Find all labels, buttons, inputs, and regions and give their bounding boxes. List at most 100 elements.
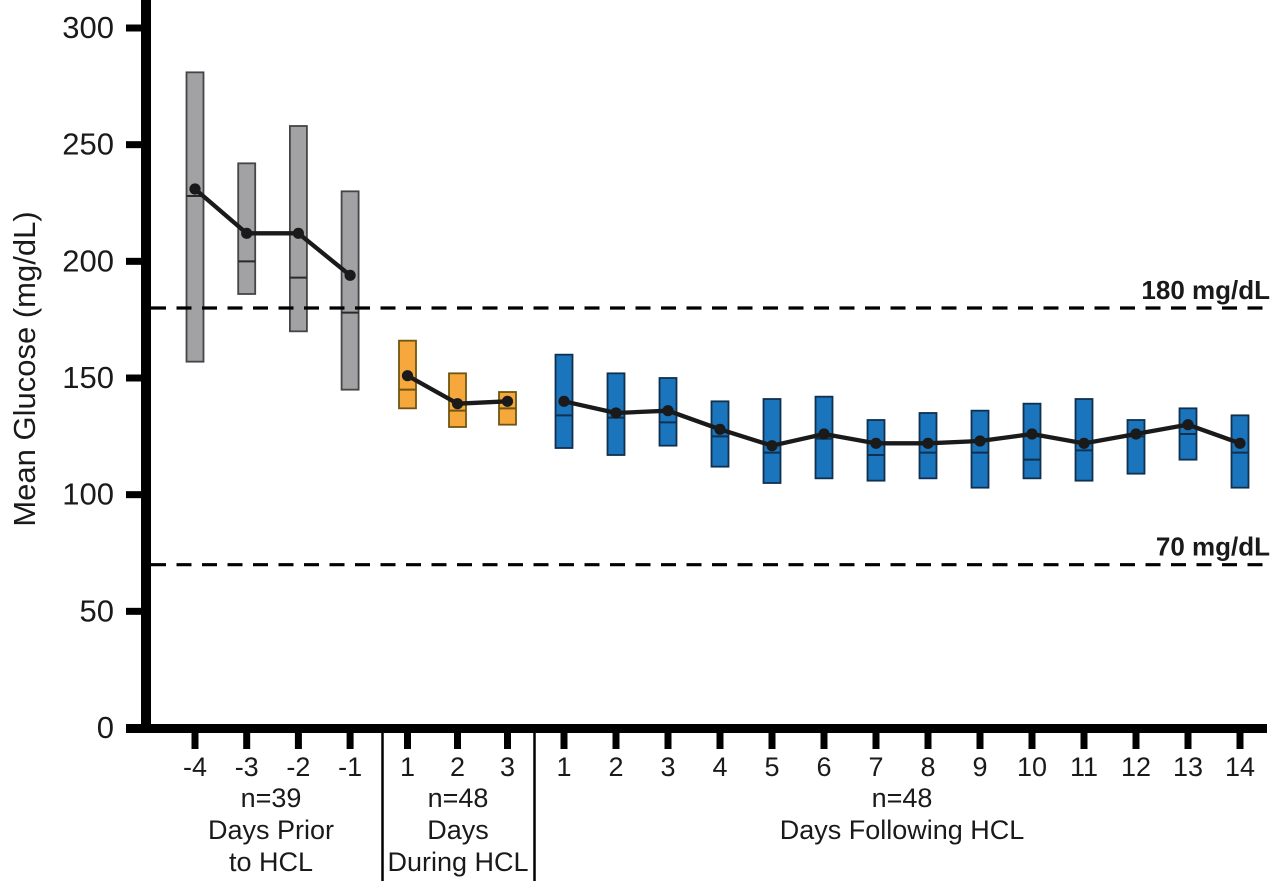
- x-tick-during-day-2: [454, 733, 461, 749]
- y-tick-label-0: 0: [97, 710, 114, 745]
- mean-dot-during-day-2: [451, 398, 464, 410]
- mean-dot-following-day-5: [766, 440, 778, 452]
- x-tick-during-day-3: [504, 733, 511, 749]
- reference-line-label-180: 180 mg/dL: [1141, 275, 1270, 305]
- day-label-following-1: 1: [556, 752, 571, 782]
- day-label-prior--1: -1: [338, 752, 362, 782]
- group-label-prior-line1: Days Prior: [208, 815, 334, 845]
- day-label-during-2: 2: [450, 752, 465, 782]
- y-tick-100: [126, 491, 142, 499]
- mean-dot-following-day-8: [922, 437, 934, 449]
- y-tick-0: [126, 724, 142, 732]
- day-label-following-14: 14: [1225, 752, 1255, 782]
- x-tick-prior-day--1: [346, 733, 354, 749]
- y-tick-50: [126, 607, 142, 615]
- mean-dot-following-day-2: [610, 407, 622, 419]
- group-label-prior-line2: to HCL: [229, 847, 313, 877]
- day-label-following-11: 11: [1070, 752, 1098, 782]
- day-label-prior--2: -2: [286, 752, 310, 782]
- day-label-following-4: 4: [712, 752, 727, 782]
- mean-dot-during-day-3: [501, 395, 514, 407]
- day-label-prior--4: -4: [183, 752, 207, 782]
- y-tick-150: [126, 374, 142, 382]
- group-label-during-line2: During HCL: [387, 847, 528, 877]
- y-tick-label-300: 300: [62, 10, 114, 45]
- day-label-following-8: 8: [920, 752, 935, 782]
- y-tick-label-150: 150: [62, 360, 114, 395]
- group-label-following-line1: Days Following HCL: [780, 815, 1025, 845]
- mean-dot-prior-day--4: [189, 183, 201, 195]
- x-tick-following-day-1: [560, 733, 568, 749]
- y-axis-spine: [141, 0, 151, 733]
- range-bar-following-day-10: [1022, 402, 1042, 480]
- x-tick-following-day-12: [1132, 733, 1140, 749]
- mean-dot-following-day-7: [870, 437, 882, 449]
- day-label-following-10: 10: [1017, 752, 1047, 782]
- day-label-following-13: 13: [1173, 752, 1203, 782]
- y-tick-300: [126, 24, 142, 32]
- x-tick-during-day-1: [404, 733, 411, 749]
- mean-dot-during-day-1: [401, 370, 414, 382]
- y-tick-label-250: 250: [62, 127, 114, 162]
- mean-dot-prior-day--3: [241, 227, 253, 239]
- day-label-following-6: 6: [816, 752, 831, 782]
- y-axis-title: Mean Glucose (mg/dL): [7, 211, 42, 526]
- mean-dot-following-day-6: [818, 428, 830, 440]
- mean-dot-following-day-11: [1078, 437, 1090, 449]
- x-tick-following-day-9: [976, 733, 984, 749]
- x-tick-following-day-8: [924, 733, 932, 749]
- range-bar-following-day-7: [866, 419, 886, 482]
- group-label-during-line1: Days: [427, 815, 489, 845]
- x-tick-following-day-5: [768, 733, 776, 749]
- x-tick-following-day-6: [820, 733, 828, 749]
- y-tick-label-200: 200: [62, 243, 114, 278]
- x-tick-prior-day--3: [243, 733, 251, 749]
- mean-line-prior: [193, 187, 352, 278]
- x-tick-following-day-4: [716, 733, 724, 749]
- y-tick-250: [126, 141, 142, 149]
- x-tick-prior-day--4: [191, 733, 199, 749]
- day-label-during-1: 1: [400, 752, 415, 782]
- y-tick-label-100: 100: [62, 477, 114, 512]
- x-tick-following-day-14: [1236, 733, 1244, 749]
- range-bar-following-day-12: [1126, 419, 1146, 475]
- x-tick-following-day-10: [1028, 733, 1036, 749]
- x-tick-following-day-7: [872, 733, 880, 749]
- day-label-following-2: 2: [608, 752, 623, 782]
- x-tick-following-day-13: [1184, 733, 1192, 749]
- x-tick-prior-day--2: [294, 733, 302, 749]
- range-bar-following-day-9: [970, 409, 990, 489]
- range-bar-following-day-14: [1230, 414, 1250, 489]
- mean-dot-following-day-3: [662, 405, 674, 417]
- day-label-during-3: 3: [500, 752, 515, 782]
- x-tick-following-day-2: [612, 733, 620, 749]
- x-tick-following-day-11: [1080, 733, 1088, 749]
- day-label-following-12: 12: [1121, 752, 1151, 782]
- day-label-following-3: 3: [660, 752, 675, 782]
- day-label-prior--3: -3: [235, 752, 259, 782]
- day-label-following-9: 9: [972, 752, 987, 782]
- x-tick-following-day-3: [664, 733, 672, 749]
- group-n-label-following: n=48: [872, 783, 933, 813]
- mean-dot-following-day-10: [1026, 428, 1038, 440]
- mean-dot-prior-day--2: [292, 227, 304, 239]
- mean-dot-following-day-9: [974, 435, 986, 447]
- mean-dot-prior-day--1: [344, 269, 356, 281]
- mean-line-following: [563, 399, 1241, 448]
- day-label-following-7: 7: [868, 752, 883, 782]
- x-axis-spine: [126, 724, 1267, 733]
- group-n-label-during: n=48: [428, 783, 489, 813]
- range-bar-prior-day--4: [185, 71, 205, 363]
- mean-dot-following-day-13: [1182, 419, 1194, 431]
- mean-dot-following-day-1: [558, 395, 570, 407]
- mean-dot-following-day-4: [714, 423, 726, 435]
- range-bar-prior-day--1: [340, 190, 360, 391]
- y-tick-label-50: 50: [80, 593, 114, 628]
- mean-dot-following-day-14: [1234, 437, 1246, 449]
- group-n-label-prior: n=39: [241, 783, 302, 813]
- mean-dot-following-day-12: [1130, 428, 1142, 440]
- day-label-following-5: 5: [764, 752, 779, 782]
- reference-line-label-70: 70 mg/dL: [1156, 532, 1270, 562]
